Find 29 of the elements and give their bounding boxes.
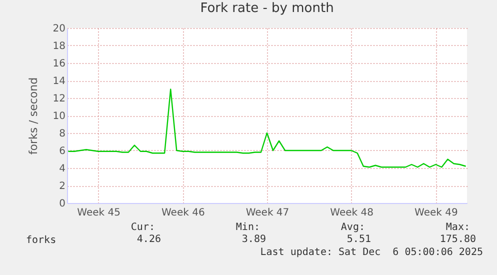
y-tick-label: 18 xyxy=(52,41,66,52)
x-tick-label: Week 48 xyxy=(330,208,374,218)
y-tick-label: 10 xyxy=(52,111,66,122)
text: Max: xyxy=(446,222,470,233)
text: 175.80 xyxy=(440,234,476,245)
y-tick-label: 6 xyxy=(59,146,66,157)
text: 3.89 xyxy=(242,234,266,245)
y-tick-label: 16 xyxy=(52,58,66,70)
line-series xyxy=(68,88,466,168)
y-tick-label: 20 xyxy=(52,24,66,34)
y-tick-label: 4 xyxy=(59,164,66,174)
text: 5.51 xyxy=(346,234,371,245)
x-tick-label: Week 46 xyxy=(162,208,205,218)
x-tick-label: Week 47 xyxy=(246,208,290,218)
text: Min: xyxy=(236,222,260,233)
y-tick-label: 12 xyxy=(52,94,66,104)
y-tick-label: 2 xyxy=(59,181,66,192)
x-tick-label: Week 45 xyxy=(77,208,120,218)
y-axis-title: forks / second xyxy=(26,77,40,155)
y-tick-label: 0 xyxy=(59,198,66,210)
y-tick-label: 8 xyxy=(59,128,66,140)
text: 4.26 xyxy=(136,234,161,245)
y-tick-label: 14 xyxy=(52,76,66,87)
text: Cur: xyxy=(130,222,155,233)
x-tick-label: Week 49 xyxy=(414,208,458,218)
text: Avg: xyxy=(340,222,365,233)
chart-title: Fork rate - by month xyxy=(200,1,334,16)
text: Last update: Sat Dec 6 05:00:06 2025 xyxy=(260,247,483,258)
text: forks xyxy=(26,235,56,246)
